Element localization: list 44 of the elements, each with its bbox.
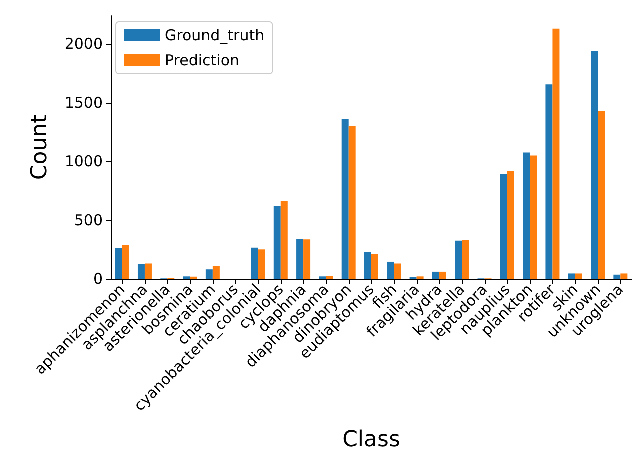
bar [530, 156, 538, 279]
bar [507, 170, 514, 279]
bar [296, 239, 304, 279]
y-tick-label: 1500 [64, 94, 103, 112]
bar [212, 266, 220, 279]
bar [115, 248, 122, 279]
bar [568, 274, 576, 279]
bar [348, 126, 356, 279]
bar [280, 202, 288, 279]
y-tick-label: 500 [74, 211, 103, 230]
bar [304, 240, 311, 279]
bar [523, 152, 530, 279]
bar [614, 274, 621, 279]
bar [258, 250, 266, 279]
bar [546, 84, 553, 279]
bar [439, 272, 446, 279]
y-axis-title: Count [28, 114, 52, 180]
legend-label: Ground_truth [165, 26, 265, 44]
bar [462, 240, 470, 279]
bar [364, 252, 372, 279]
bar [394, 264, 402, 279]
bar [342, 119, 349, 279]
bar [552, 28, 560, 279]
bar [326, 276, 334, 279]
bar [206, 270, 213, 279]
bar [138, 264, 145, 279]
bar [620, 274, 628, 279]
legend-label: Prediction [165, 52, 240, 70]
bar [455, 240, 462, 279]
bar [372, 254, 378, 279]
bar [144, 264, 152, 279]
bar [591, 51, 598, 279]
bar [598, 111, 606, 279]
bar [274, 206, 281, 279]
y-tick-label: 1000 [64, 152, 103, 171]
x-axis-title: Class [342, 428, 400, 452]
y-tick-label: 0 [93, 270, 103, 288]
bar [251, 248, 258, 279]
bar [387, 262, 394, 279]
bar [500, 174, 508, 279]
bar [122, 244, 130, 279]
bar [432, 272, 440, 279]
y-tick-label: 2000 [64, 35, 103, 54]
bar [575, 274, 582, 279]
